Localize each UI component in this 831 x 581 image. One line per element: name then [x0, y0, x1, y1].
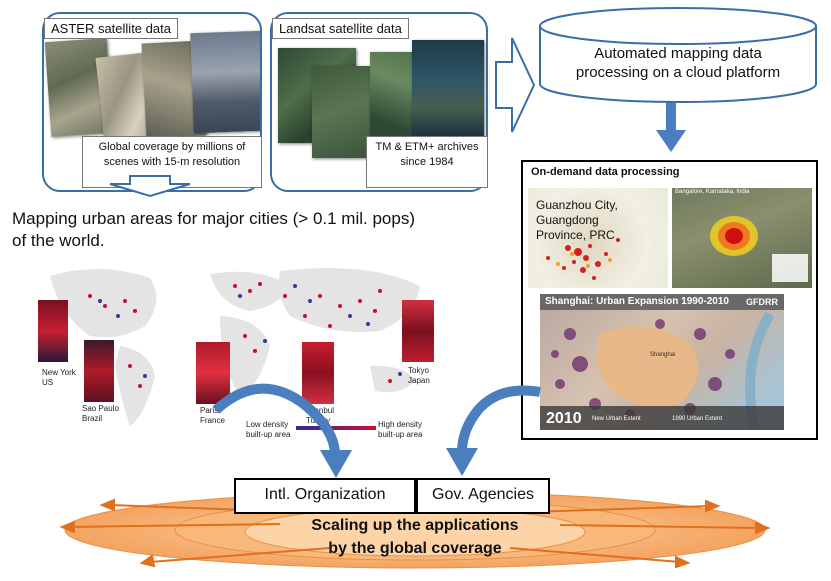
ondemand-title: On-demand data processing	[531, 166, 680, 178]
city-new-york-name: New York	[42, 368, 76, 377]
guangzhou-map	[528, 188, 668, 288]
cloud-down-arrow-head	[656, 130, 686, 152]
city-istanbul-country: Turkey	[306, 416, 331, 425]
legend-high-density: High density built-up area	[378, 420, 423, 439]
shanghai-shapes	[540, 294, 784, 430]
shanghai-map	[540, 294, 784, 430]
mapping-heading-line1: Mapping urban areas for major cities (> …	[12, 209, 415, 228]
city-paris-country: France	[200, 416, 225, 425]
scaling-line1: Scaling up the applications	[311, 517, 519, 534]
shanghai-title: Shanghai: Urban Expansion 1990-2010	[545, 296, 729, 307]
shanghai-city-label: Shanghai	[650, 352, 676, 358]
guangzhou-dots	[546, 238, 620, 280]
curved-arrow-right-head	[446, 448, 478, 476]
mapping-heading-line2: of the world.	[12, 231, 105, 250]
landsat-title: Landsat satellite data	[272, 18, 409, 39]
inset-new-york	[38, 300, 68, 362]
shanghai-legend-new: New Urban Extent	[592, 416, 641, 422]
curved-arrow-left-head	[320, 450, 352, 478]
inset-sao-paulo	[84, 340, 114, 402]
city-sao-paulo-name: Sao Paulo	[82, 404, 119, 413]
bangalore-map	[672, 188, 812, 288]
shanghai-logo: GFDRR	[746, 297, 778, 307]
landsat-scene-4	[412, 40, 484, 136]
right-hollow-arrow	[495, 37, 536, 133]
aster-note: Global coverage by millions of scenes wi…	[82, 136, 262, 188]
density-legend-bar	[296, 426, 376, 430]
city-istanbul-name: Istanbul	[306, 406, 335, 415]
inset-istanbul	[302, 342, 334, 404]
aster-scene-4	[190, 30, 260, 134]
city-new-york-country: US	[42, 378, 54, 387]
world-map-graphic	[50, 268, 420, 430]
intl-organization-box: Intl. Organization	[234, 478, 416, 514]
cloud-down-arrow-shaft	[666, 102, 676, 132]
city-tokyo-name: Tokyo	[408, 366, 429, 375]
city-paris-name: Paris	[200, 406, 219, 415]
shanghai-year: 2010	[546, 410, 582, 427]
guangzhou-label: Guanzhou City, Guangdong Province, PRC	[536, 198, 618, 242]
shanghai-legend-old: 1990 Urban Extent	[672, 416, 723, 422]
landsat-note: TM & ETM+ archives since 1984	[366, 136, 488, 188]
landsat-panel	[270, 12, 488, 192]
legend-low-density: Low density built-up area	[246, 420, 291, 439]
inset-tokyo	[402, 300, 434, 362]
gov-agencies-box: Gov. Agencies	[416, 478, 550, 514]
cloud-cylinder	[539, 7, 817, 103]
city-sao-paulo-country: Brazil	[82, 414, 103, 423]
cloud-label: Automated mapping data processing on a c…	[575, 45, 781, 81]
scaling-line2: by the global coverage	[328, 540, 502, 557]
inset-paris	[196, 342, 230, 404]
aster-title: ASTER satellite data	[44, 18, 178, 39]
bangalore-heat	[710, 216, 808, 282]
bangalore-label: Bangalore, Karnataka, India	[675, 189, 750, 195]
city-tokyo-country: Japan	[408, 376, 430, 385]
